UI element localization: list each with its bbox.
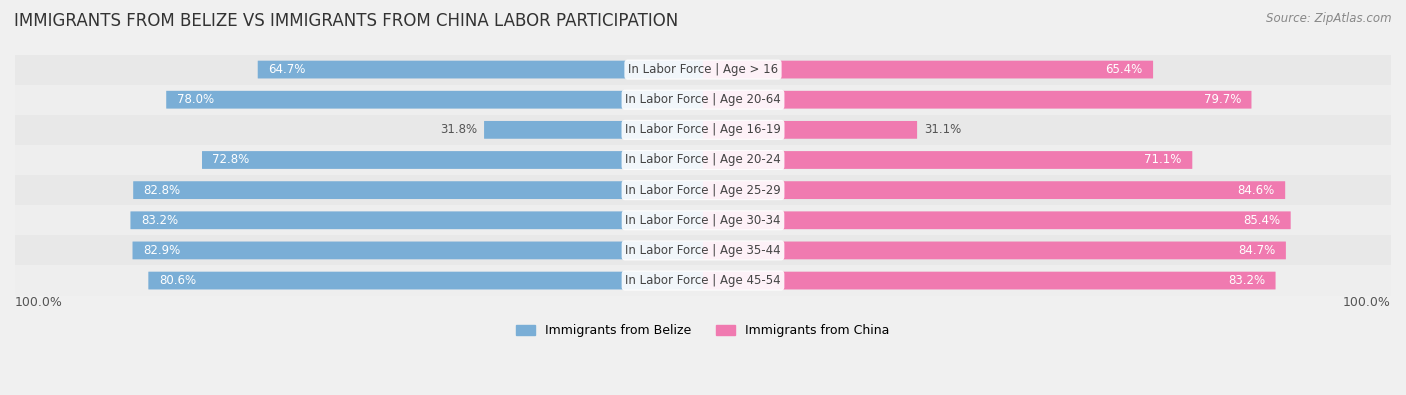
Text: Source: ZipAtlas.com: Source: ZipAtlas.com xyxy=(1267,12,1392,25)
Text: In Labor Force | Age 20-24: In Labor Force | Age 20-24 xyxy=(626,154,780,167)
FancyBboxPatch shape xyxy=(132,241,703,259)
FancyBboxPatch shape xyxy=(149,272,703,290)
FancyBboxPatch shape xyxy=(703,211,1291,229)
Text: In Labor Force | Age 16-19: In Labor Force | Age 16-19 xyxy=(626,123,780,136)
Bar xyxy=(15,175,1391,205)
Text: 84.6%: 84.6% xyxy=(1237,184,1275,197)
Text: 71.1%: 71.1% xyxy=(1144,154,1182,167)
Bar xyxy=(15,115,1391,145)
FancyBboxPatch shape xyxy=(484,121,703,139)
Bar xyxy=(15,235,1391,265)
FancyBboxPatch shape xyxy=(166,91,703,109)
Text: 80.6%: 80.6% xyxy=(159,274,195,287)
Text: 100.0%: 100.0% xyxy=(15,296,63,309)
Text: In Labor Force | Age 25-29: In Labor Force | Age 25-29 xyxy=(626,184,780,197)
Bar xyxy=(15,55,1391,85)
Text: In Labor Force | Age 35-44: In Labor Force | Age 35-44 xyxy=(626,244,780,257)
FancyBboxPatch shape xyxy=(703,181,1285,199)
FancyBboxPatch shape xyxy=(202,151,703,169)
Bar xyxy=(15,265,1391,295)
Text: 84.7%: 84.7% xyxy=(1239,244,1275,257)
FancyBboxPatch shape xyxy=(703,91,1251,109)
Text: 82.8%: 82.8% xyxy=(143,184,181,197)
Text: 31.1%: 31.1% xyxy=(924,123,962,136)
Text: In Labor Force | Age 30-34: In Labor Force | Age 30-34 xyxy=(626,214,780,227)
Text: 31.8%: 31.8% xyxy=(440,123,477,136)
Text: In Labor Force | Age > 16: In Labor Force | Age > 16 xyxy=(628,63,778,76)
Text: 79.7%: 79.7% xyxy=(1204,93,1241,106)
FancyBboxPatch shape xyxy=(703,241,1286,259)
Text: 72.8%: 72.8% xyxy=(212,154,250,167)
Text: 82.9%: 82.9% xyxy=(143,244,180,257)
Text: 100.0%: 100.0% xyxy=(1343,296,1391,309)
FancyBboxPatch shape xyxy=(703,121,917,139)
Text: 83.2%: 83.2% xyxy=(141,214,179,227)
FancyBboxPatch shape xyxy=(134,181,703,199)
FancyBboxPatch shape xyxy=(703,272,1275,290)
Text: 83.2%: 83.2% xyxy=(1227,274,1265,287)
Text: 78.0%: 78.0% xyxy=(177,93,214,106)
Text: In Labor Force | Age 45-54: In Labor Force | Age 45-54 xyxy=(626,274,780,287)
Text: IMMIGRANTS FROM BELIZE VS IMMIGRANTS FROM CHINA LABOR PARTICIPATION: IMMIGRANTS FROM BELIZE VS IMMIGRANTS FRO… xyxy=(14,12,678,30)
Text: 85.4%: 85.4% xyxy=(1243,214,1281,227)
Legend: Immigrants from Belize, Immigrants from China: Immigrants from Belize, Immigrants from … xyxy=(512,320,894,342)
FancyBboxPatch shape xyxy=(703,151,1192,169)
Text: 65.4%: 65.4% xyxy=(1105,63,1143,76)
FancyBboxPatch shape xyxy=(257,61,703,79)
Bar xyxy=(15,85,1391,115)
Bar xyxy=(15,145,1391,175)
Text: 64.7%: 64.7% xyxy=(269,63,305,76)
FancyBboxPatch shape xyxy=(131,211,703,229)
Bar xyxy=(15,205,1391,235)
Text: In Labor Force | Age 20-64: In Labor Force | Age 20-64 xyxy=(626,93,780,106)
FancyBboxPatch shape xyxy=(703,61,1153,79)
